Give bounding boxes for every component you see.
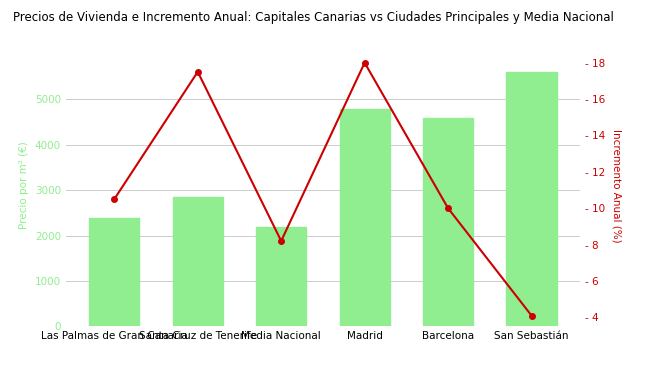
Bar xyxy=(339,109,389,326)
Bar xyxy=(173,197,223,326)
Y-axis label: Incremento Anual (%): Incremento Anual (%) xyxy=(612,129,621,242)
Text: Precios de Vivienda e Incremento Anual: Capitales Canarias vs Ciudades Principal: Precios de Vivienda e Incremento Anual: … xyxy=(13,11,614,24)
Bar xyxy=(89,218,139,326)
Bar xyxy=(423,118,473,326)
Bar xyxy=(256,227,306,326)
Y-axis label: Precio por m² (€): Precio por m² (€) xyxy=(19,142,30,229)
Bar xyxy=(507,72,557,326)
